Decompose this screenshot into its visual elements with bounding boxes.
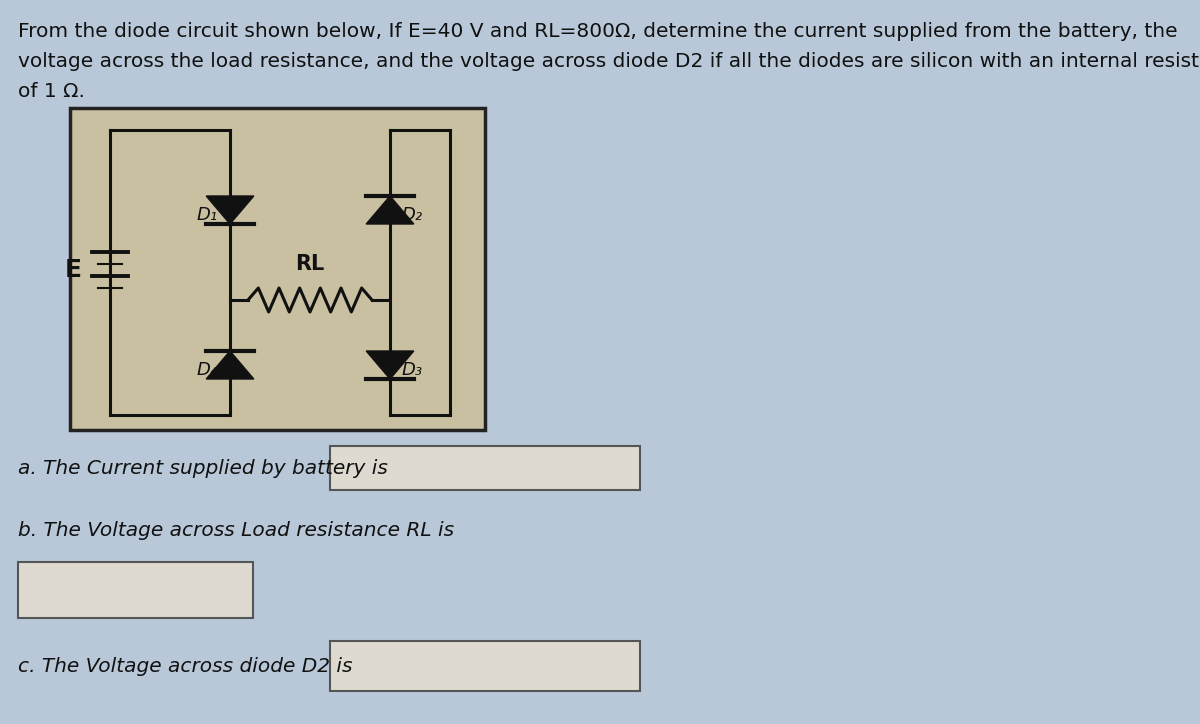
Text: D₄: D₄ bbox=[197, 361, 218, 379]
Text: E: E bbox=[65, 258, 82, 282]
Polygon shape bbox=[206, 351, 254, 379]
Bar bbox=[18, 562, 253, 618]
Bar bbox=[330, 641, 640, 691]
Text: D₁: D₁ bbox=[197, 206, 218, 224]
Polygon shape bbox=[206, 196, 254, 224]
Text: From the diode circuit shown below, If E=40 V and RL=800Ω, determine the current: From the diode circuit shown below, If E… bbox=[18, 22, 1177, 41]
Text: D₂: D₂ bbox=[402, 206, 424, 224]
Text: b. The Voltage across Load resistance RL is: b. The Voltage across Load resistance RL… bbox=[18, 521, 454, 539]
Bar bbox=[330, 446, 640, 490]
Text: a. The Current supplied by battery is: a. The Current supplied by battery is bbox=[18, 458, 388, 478]
Polygon shape bbox=[366, 196, 414, 224]
Text: of 1 Ω.: of 1 Ω. bbox=[18, 82, 85, 101]
Bar bbox=[70, 108, 485, 430]
Text: RL: RL bbox=[295, 254, 325, 274]
Text: c. The Voltage across diode D2 is: c. The Voltage across diode D2 is bbox=[18, 657, 353, 675]
Polygon shape bbox=[366, 351, 414, 379]
Text: D₃: D₃ bbox=[402, 361, 424, 379]
Text: voltage across the load resistance, and the voltage across diode D2 if all the d: voltage across the load resistance, and … bbox=[18, 52, 1200, 71]
